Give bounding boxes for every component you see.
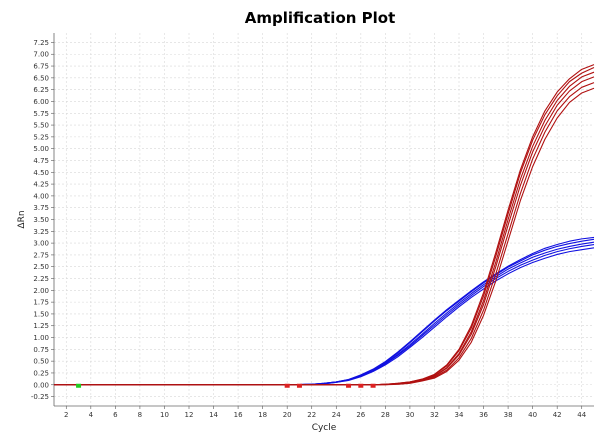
y-tick-label: 5.75 — [33, 110, 49, 118]
x-tick-label: 10 — [160, 411, 169, 419]
x-tick-label: 2 — [64, 411, 68, 419]
baseline-marker — [358, 383, 364, 388]
x-tick-label: 40 — [528, 411, 537, 419]
baseline-marker — [296, 383, 302, 388]
baseline-marker — [346, 383, 352, 388]
y-tick-label: 2.25 — [33, 275, 49, 283]
y-tick-label: 1.75 — [33, 299, 49, 307]
y-tick-label: 2.50 — [33, 263, 49, 271]
x-tick-label: 26 — [356, 411, 365, 419]
y-tick-label: 5.00 — [33, 145, 49, 153]
x-tick-label: 28 — [381, 411, 390, 419]
x-tick-label: 20 — [283, 411, 292, 419]
x-tick-label: 4 — [89, 411, 94, 419]
x-tick-label: 24 — [332, 411, 341, 419]
y-tick-label: 7.25 — [33, 39, 49, 47]
y-tick-label: 5.50 — [33, 122, 49, 130]
x-tick-label: 32 — [430, 411, 439, 419]
y-tick-label: 0.50 — [33, 358, 49, 366]
x-tick-label: 34 — [455, 411, 464, 419]
y-tick-label: 4.00 — [33, 192, 49, 200]
x-tick-label: 42 — [553, 411, 562, 419]
x-tick-label: 36 — [479, 411, 488, 419]
y-tick-label: 2.75 — [33, 251, 49, 259]
y-tick-label: 0.25 — [33, 369, 49, 377]
x-tick-label: 30 — [405, 411, 414, 419]
x-tick-label: 18 — [258, 411, 267, 419]
x-tick-label: 6 — [113, 411, 118, 419]
y-tick-label: 6.25 — [33, 86, 49, 94]
x-tick-label: 22 — [307, 411, 316, 419]
x-tick-label: 12 — [185, 411, 194, 419]
amplification-curve — [54, 87, 595, 386]
baseline-marker — [370, 383, 376, 388]
y-tick-label: 1.00 — [33, 334, 49, 342]
y-tick-label: 4.75 — [33, 157, 49, 165]
y-tick-label: 7.00 — [33, 51, 49, 59]
x-tick-label: 8 — [138, 411, 142, 419]
y-tick-label: 3.75 — [33, 204, 49, 212]
x-tick-label: 38 — [504, 411, 513, 419]
y-tick-label: -0.25 — [31, 393, 49, 401]
baseline-marker — [76, 383, 82, 388]
baseline-marker — [284, 383, 290, 388]
y-tick-label: 3.25 — [33, 228, 49, 236]
x-tick-label: 14 — [209, 411, 218, 419]
x-tick-label: 16 — [234, 411, 243, 419]
y-tick-label: 5.25 — [33, 133, 49, 141]
y-tick-label: 0.75 — [33, 346, 49, 354]
y-tick-label: 3.50 — [33, 216, 49, 224]
y-tick-label: 4.50 — [33, 169, 49, 177]
y-axis-title: ΔRn — [17, 210, 27, 228]
chart-title: Amplification Plot — [244, 9, 396, 27]
y-tick-label: 6.50 — [33, 74, 49, 82]
x-tick-label: 44 — [577, 411, 586, 419]
y-tick-label: 2.00 — [33, 287, 49, 295]
series-group-red — [54, 64, 595, 386]
y-tick-label: 0.00 — [33, 381, 49, 389]
y-tick-label: 6.75 — [33, 63, 49, 71]
y-tick-label: 1.25 — [33, 322, 49, 330]
y-tick-label: 3.00 — [33, 240, 49, 248]
y-tick-label: 1.50 — [33, 310, 49, 318]
y-tick-label: 4.25 — [33, 181, 49, 189]
x-axis-title: Cycle — [312, 423, 337, 432]
y-tick-label: 6.00 — [33, 98, 49, 106]
